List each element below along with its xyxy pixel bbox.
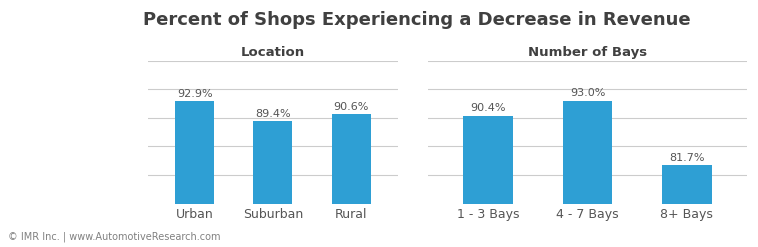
Title: Number of Bays: Number of Bays <box>528 46 647 59</box>
Text: Total: Total <box>45 85 95 103</box>
Text: 81.7%: 81.7% <box>669 153 705 163</box>
Bar <box>253 121 293 247</box>
Bar <box>463 116 513 247</box>
Text: © IMR Inc. | www.AutomotiveResearch.com: © IMR Inc. | www.AutomotiveResearch.com <box>8 231 220 242</box>
Text: 92.9%: 92.9% <box>177 89 212 99</box>
Bar <box>562 101 612 247</box>
Text: 89.4%: 89.4% <box>255 109 290 119</box>
Text: 93.0%: 93.0% <box>570 88 605 98</box>
Title: Location: Location <box>241 46 305 59</box>
Text: Percent of Shops Experiencing a Decrease in Revenue: Percent of Shops Experiencing a Decrease… <box>143 11 691 29</box>
Text: 90.4%: 90.4% <box>470 103 506 113</box>
Bar <box>331 114 371 247</box>
Bar <box>662 165 712 247</box>
Text: 91%: 91% <box>42 140 99 164</box>
Text: 90.6%: 90.6% <box>334 102 368 112</box>
Bar <box>175 101 215 247</box>
